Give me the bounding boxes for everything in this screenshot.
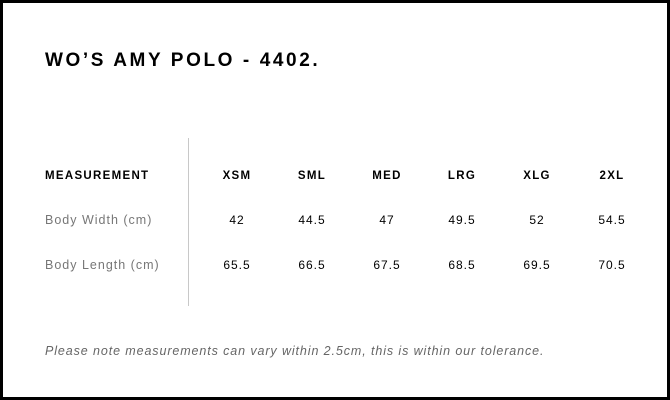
size-header: XSM — [222, 170, 252, 182]
size-header: 2XL — [599, 170, 625, 182]
table-cell: 69.5 — [523, 258, 551, 272]
size-header: LRG — [447, 170, 477, 182]
column-divider — [188, 138, 189, 306]
page-title: WO’S AMY POLO - 4402. — [45, 50, 321, 71]
table-cell: 67.5 — [373, 258, 401, 272]
row-label: Body Width (cm) — [45, 213, 153, 227]
table-header: MEASUREMENT XSM SML MED LRG XLG 2XL — [0, 170, 670, 186]
row-label: Body Length (cm) — [45, 258, 160, 272]
table-cell: 49.5 — [448, 213, 476, 227]
table-row: Body Width (cm) 42 44.5 47 49.5 52 54.5 — [0, 213, 670, 229]
table-cell: 42 — [229, 213, 245, 227]
table-row: Body Length (cm) 65.5 66.5 67.5 68.5 69.… — [0, 258, 670, 274]
tolerance-note: Please note measurements can vary within… — [45, 344, 545, 358]
table-cell: 65.5 — [223, 258, 251, 272]
table-cell: 47 — [379, 213, 395, 227]
table-cell: 70.5 — [598, 258, 626, 272]
table-cell: 68.5 — [448, 258, 476, 272]
table-cell: 52 — [529, 213, 545, 227]
size-header: XLG — [523, 170, 551, 182]
size-header: SML — [297, 170, 327, 182]
table-cell: 66.5 — [298, 258, 326, 272]
table-cell: 44.5 — [298, 213, 326, 227]
table-cell: 54.5 — [598, 213, 626, 227]
header-label: MEASUREMENT — [45, 170, 150, 182]
size-header: MED — [372, 170, 402, 182]
